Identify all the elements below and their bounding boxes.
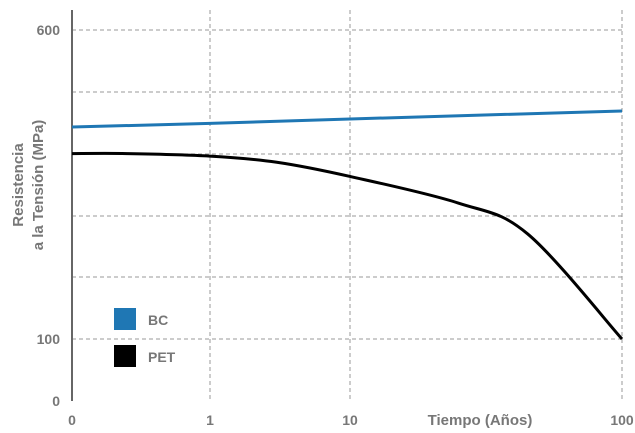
x-tick-label: 1 [206,412,214,428]
legend-label-pet: PET [148,349,176,365]
legend-swatch-pet [114,345,136,367]
x-axis-title: Tiempo (Años) [428,412,533,429]
x-tick-label: 100 [610,412,634,428]
x-tick-label: 0 [68,412,76,428]
y-tick-label: 100 [37,331,61,347]
y-tick-label: 600 [37,22,61,38]
series-layer [71,109,624,341]
legend-swatch-bc [114,308,136,330]
y-tick-label: 0 [52,393,60,409]
grid [72,10,623,401]
y-axis-title-line-1: Resistencia [10,143,27,227]
legend-label-bc: BC [148,312,168,328]
x-tick-labels: 0 1 10 100 [68,412,634,428]
x-tick-label: 10 [342,412,358,428]
y-tick-labels: 0 100 600 [37,22,61,409]
legend: BC PET [114,308,176,367]
series-line-bc [71,109,623,129]
series-line-pet [71,151,624,341]
y-axis-title-line-2: a la Tensión (MPa) [30,120,47,251]
